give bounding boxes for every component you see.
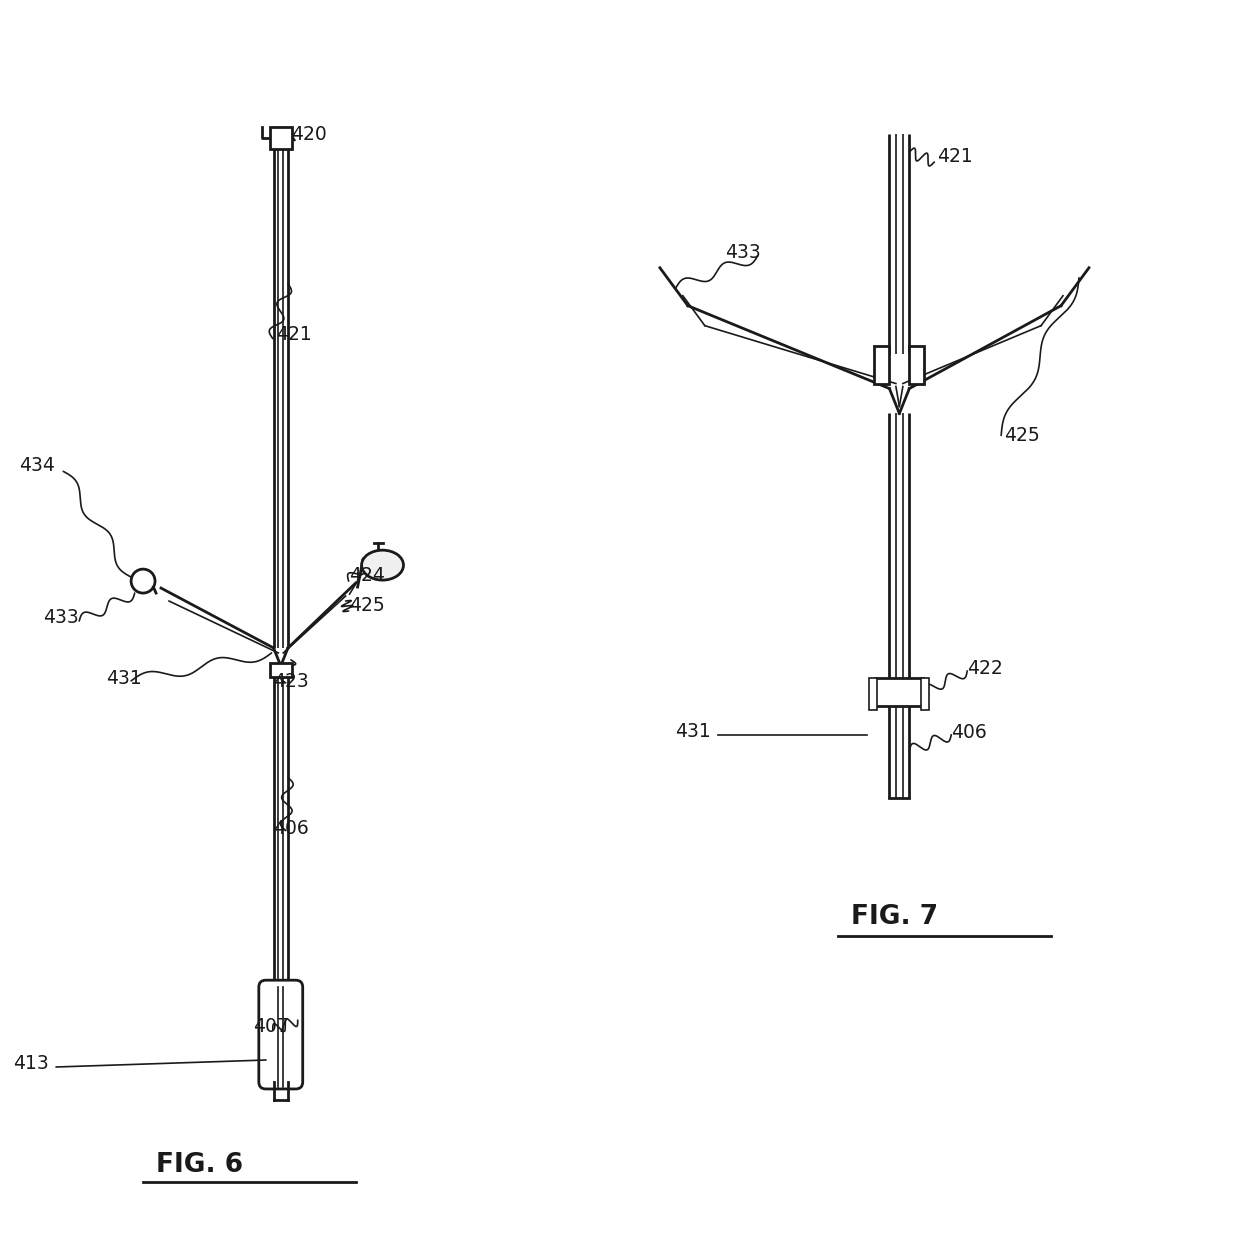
Text: 433: 433 — [724, 242, 760, 262]
Text: 433: 433 — [43, 608, 79, 626]
Bar — [921, 677, 929, 710]
Text: 406: 406 — [951, 722, 987, 742]
Bar — [874, 346, 889, 384]
Text: 423: 423 — [273, 672, 309, 691]
Text: 420: 420 — [290, 126, 326, 144]
Bar — [869, 677, 878, 710]
Bar — [270, 127, 291, 149]
Text: FIG. 6: FIG. 6 — [156, 1152, 243, 1178]
Text: 421: 421 — [275, 324, 311, 343]
Ellipse shape — [362, 551, 403, 580]
Text: 434: 434 — [20, 456, 56, 475]
Bar — [269, 663, 291, 677]
Text: 407: 407 — [253, 1017, 289, 1037]
Text: 431: 431 — [107, 669, 141, 687]
Text: 425: 425 — [348, 595, 384, 615]
Text: 422: 422 — [967, 659, 1003, 677]
Bar — [909, 346, 924, 384]
Text: 413: 413 — [14, 1054, 50, 1073]
Text: 406: 406 — [273, 818, 309, 838]
Text: FIG. 7: FIG. 7 — [852, 905, 939, 930]
Text: 431: 431 — [675, 722, 711, 741]
Bar — [875, 677, 924, 706]
FancyBboxPatch shape — [259, 981, 303, 1089]
Text: 421: 421 — [937, 147, 973, 167]
Text: 424: 424 — [348, 566, 384, 585]
Text: 425: 425 — [1004, 426, 1040, 445]
